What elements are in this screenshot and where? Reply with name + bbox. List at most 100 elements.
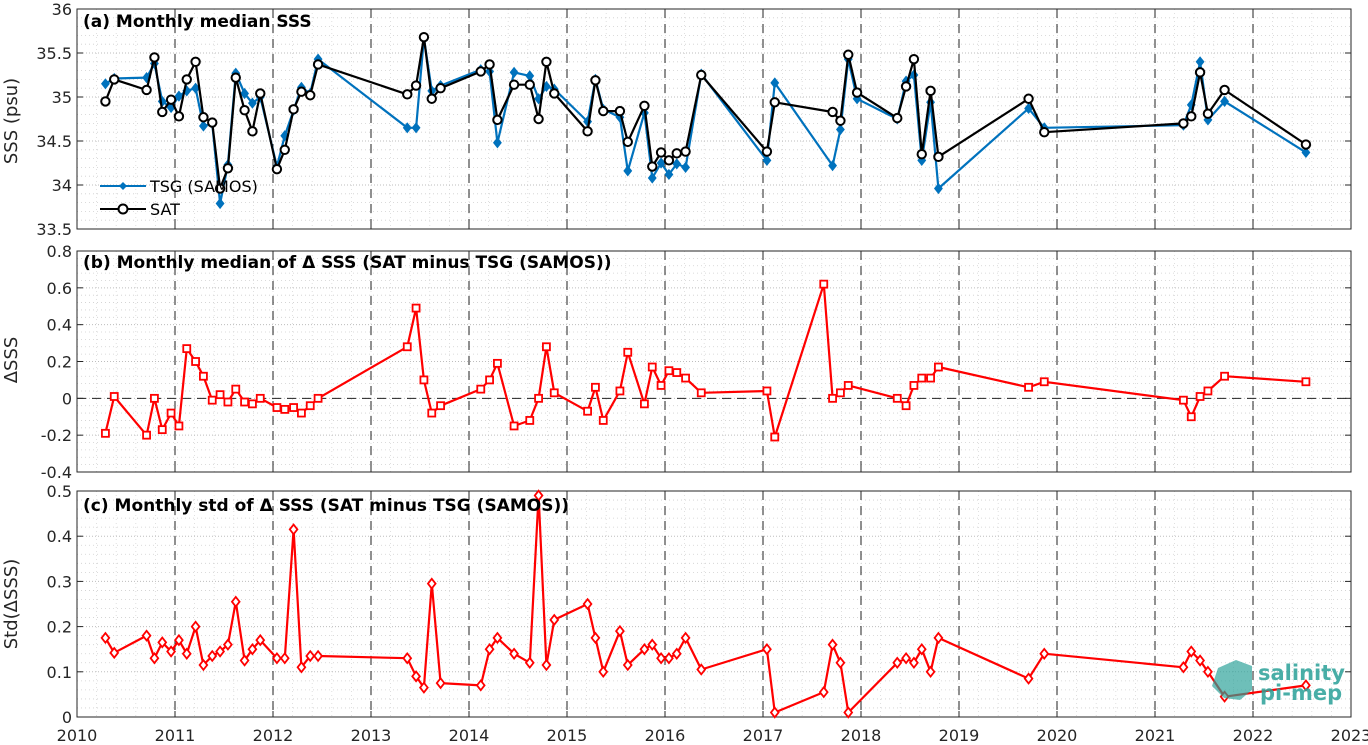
panel-b-ylabel: ΔSSS [1, 337, 22, 384]
sat-point [680, 146, 691, 157]
sat-point [190, 56, 201, 67]
sat-point [916, 149, 927, 160]
series-0-point [509, 647, 520, 660]
axes-box [76, 8, 1352, 230]
tsg-samos-point [664, 168, 674, 181]
series-0-point [150, 393, 159, 403]
series-0-point [402, 651, 413, 665]
series-0-point [1178, 661, 1189, 674]
series-0-point [656, 381, 666, 390]
series-0-point [141, 629, 152, 642]
series-0-point [509, 421, 519, 431]
y-tick-label: -0.2 [41, 426, 72, 445]
series-0-point [255, 393, 265, 403]
sat-point [933, 151, 944, 163]
series-0-point [696, 388, 706, 398]
sat-point [655, 147, 667, 158]
series-0-point [109, 392, 119, 401]
sat-point [198, 112, 209, 123]
series-0-point [296, 661, 307, 674]
panel-b: -0.4 -0.2 0 0.2 0.4 0.6 0.8 (b) Monthly median… [1, 242, 1352, 482]
series-0-point [1186, 645, 1197, 658]
series-0-point [427, 408, 437, 418]
series-0-point [157, 425, 167, 435]
series-0-point [426, 577, 437, 590]
x-tick-label: 2017 [743, 726, 784, 745]
series-0-point [1023, 672, 1034, 685]
series-0-point [583, 406, 592, 416]
sat-point [843, 49, 854, 60]
series-0-point [485, 375, 494, 385]
series-0-point [173, 633, 184, 647]
series-0-point [248, 399, 257, 409]
y-tick-label: -0.4 [41, 463, 72, 482]
y-tick-label: 36 [52, 0, 72, 19]
series-0-point [639, 642, 650, 656]
sat-point [230, 72, 241, 83]
y-tick-label: 34 [52, 176, 72, 195]
sat-point [402, 89, 413, 100]
sat-point [835, 115, 846, 126]
legend: TSG (SAMOS) SAT [100, 177, 258, 219]
series-0-point [908, 656, 919, 670]
series-0-point [1179, 395, 1188, 405]
panel-a: 33.5 34 34.5 35 35.5 36 (a) Monthly median SS… [1, 0, 1352, 239]
series-0-point [142, 430, 151, 440]
series-0-point [215, 645, 226, 658]
logo-line1: salinity [1258, 661, 1345, 685]
series-0-point [909, 381, 919, 390]
tsg-samos-point [909, 69, 919, 81]
x-tick-label: 2010 [57, 726, 98, 745]
series-0-point [614, 624, 625, 638]
y-tick-label: 0 [62, 708, 72, 727]
series-0-point [1039, 647, 1050, 660]
series-0-point [305, 401, 315, 411]
tsg-samos-point [100, 78, 110, 90]
tsg-samos-point [647, 172, 657, 184]
tsg-samos-point [835, 123, 845, 136]
series-0-point [182, 344, 192, 354]
series-0-point [1039, 377, 1049, 387]
series-0-point [590, 631, 601, 645]
legend-tsg-label: TSG (SAMOS) [149, 177, 258, 196]
series-0-point [926, 373, 935, 383]
sat-point [663, 155, 675, 166]
sat-point [622, 136, 633, 148]
sat-point [908, 53, 920, 65]
tsg-samos-point [1024, 102, 1034, 115]
series-0-point [761, 642, 772, 656]
tsg-samos-point [1220, 95, 1230, 108]
sat-point [492, 114, 503, 126]
series-0-point [671, 647, 682, 660]
sat-point [271, 163, 283, 175]
y-tick-label: 0.6 [47, 279, 72, 298]
series-0-point [191, 357, 200, 366]
series-0-point [934, 362, 943, 372]
series-0-point [109, 646, 120, 660]
series-0-point [223, 397, 233, 407]
series-0-point [199, 371, 208, 381]
series-0-point [272, 403, 282, 412]
series-0-point [598, 665, 609, 679]
sat-point [1039, 127, 1050, 138]
sat-point [671, 148, 682, 159]
series-0-point [835, 656, 846, 670]
legend-sat-label: SAT [150, 200, 180, 219]
sat-point [247, 126, 258, 137]
x-tick-label: 2023 [1331, 726, 1368, 745]
y-tick-label: 0.1 [47, 663, 72, 682]
sat-point [418, 31, 430, 43]
series-0-point [157, 636, 168, 649]
sat-point [296, 86, 307, 97]
series-0-point [1195, 392, 1205, 401]
series-0-point [892, 656, 903, 670]
tsg-samos-line [104, 36, 1307, 205]
sat-line [104, 36, 1307, 190]
panel-b-title: (b) Monthly median of Δ SSS (SAT minus T… [83, 253, 612, 273]
series-0-point [435, 676, 446, 690]
x-tick-label: 2013 [351, 726, 392, 745]
sat-point [255, 88, 266, 99]
tsg-samos-point [672, 158, 682, 170]
series-0-point [280, 404, 290, 414]
series-0-point [247, 642, 258, 656]
